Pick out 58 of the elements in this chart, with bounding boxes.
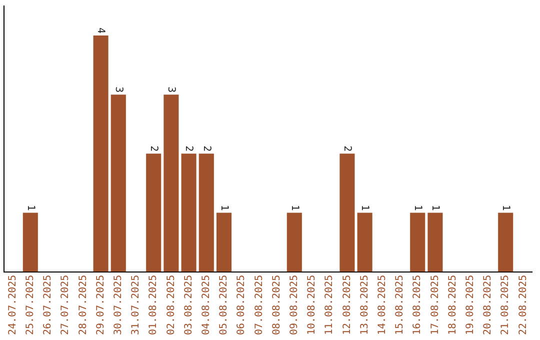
x-tick-label: 12.08.2025 [342,274,353,336]
bar [340,154,355,272]
bar [410,212,426,272]
x-tick-label: 20.08.2025 [482,274,494,336]
x-tick-label: 06.08.2025 [236,274,248,336]
x-tick-label: 11.08.2025 [324,274,336,336]
bar [498,212,514,272]
bar [216,212,232,272]
data-label: 1 [412,204,424,211]
x-tick-label: 28.07.2025 [78,274,89,336]
x-tick-label: 01.08.2025 [148,274,160,336]
x-tick-label: 21.08.2025 [500,274,512,336]
x-tick-label: 26.07.2025 [42,274,54,336]
x-tick-label: 25.07.2025 [24,274,36,336]
x-tick-label: 31.07.2025 [130,274,142,336]
data-label: 1 [500,204,512,211]
data-label: 1 [359,204,370,211]
bar [146,154,162,272]
bar [110,94,126,272]
x-tick-label: 08.08.2025 [271,274,282,336]
x-tick-label: 16.08.2025 [412,274,424,336]
data-label: 3 [112,86,124,93]
data-label: 2 [183,146,194,152]
bar [357,212,372,272]
x-tick-label: 29.07.2025 [95,274,106,336]
data-label: 2 [148,146,160,152]
x-tick-label: 03.08.2025 [183,274,194,336]
x-tick-label: 24.07.2025 [7,274,18,336]
data-label: 1 [218,204,230,211]
x-tick-label: 13.08.2025 [359,274,370,336]
x-tick-label: 14.08.2025 [376,274,388,336]
bar [181,154,196,272]
bar [164,94,179,272]
data-label: 4 [95,28,106,34]
data-label: 2 [342,146,353,152]
x-tick-label: 09.08.2025 [288,274,300,336]
x-tick-label: 10.08.2025 [306,274,318,336]
bar [286,212,302,272]
data-label: 1 [430,204,441,211]
x-tick-label: 18.08.2025 [447,274,458,336]
x-tick-label: 04.08.2025 [200,274,212,336]
x-tick-label: 05.08.2025 [218,274,230,336]
bar [198,154,214,272]
x-tick-label: 22.08.2025 [518,274,529,336]
bar [22,212,38,272]
bar [93,36,108,272]
bar [428,212,443,272]
x-tick-label: 15.08.2025 [394,274,406,336]
x-tick-label: 30.07.2025 [112,274,124,336]
data-label: 2 [200,146,212,152]
x-tick-label: 07.08.2025 [254,274,265,336]
x-tick-label: 19.08.2025 [464,274,476,336]
x-tick-label: 02.08.2025 [166,274,177,336]
data-label: 3 [166,86,177,93]
x-tick-label: 17.08.2025 [430,274,441,336]
x-tick-label: 27.07.2025 [60,274,72,336]
data-label: 1 [24,204,36,211]
data-label: 1 [288,204,300,211]
